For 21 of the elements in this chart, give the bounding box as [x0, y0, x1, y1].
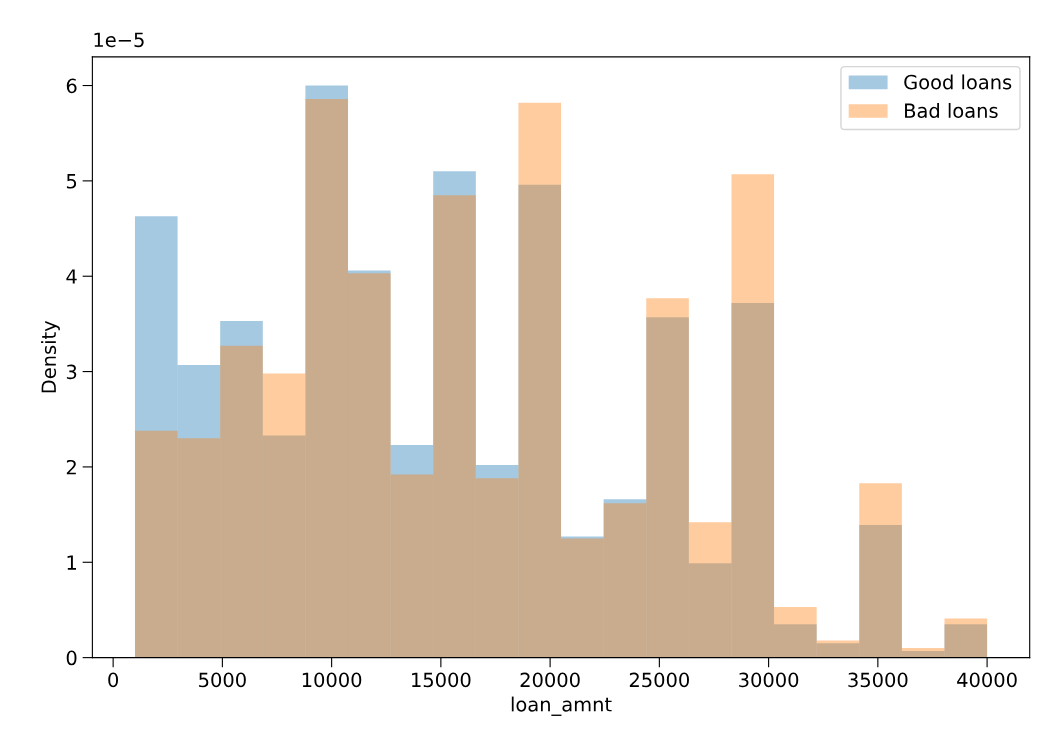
x-tick-label: 5000 [199, 672, 246, 688]
text: 1e−5 [94, 32, 144, 48]
y-axis-title: Density [41, 320, 60, 393]
x-tick-label: 0 [108, 672, 119, 688]
x-tick-label: 30000 [739, 672, 799, 688]
x-tick-label: 15000 [412, 672, 471, 688]
x-tick-label: 35000 [848, 672, 908, 688]
y-tick-label: 2 [66, 459, 76, 475]
legend-label: Bad loans [905, 102, 998, 119]
y-tick-label: 0 [66, 650, 77, 666]
y-tick-label: 6 [66, 78, 77, 94]
y-tick-label: 4 [66, 269, 77, 284]
x-tick-label: 25000 [629, 672, 689, 688]
y-tick-label: 5 [66, 174, 77, 189]
x-tick-label: 40000 [957, 672, 1017, 688]
legend-label: Good loans [904, 74, 1012, 90]
x-axis-title: loan_amnt [511, 696, 612, 716]
x-tick-label: 10000 [302, 672, 362, 688]
x-tick-label: 20000 [520, 672, 580, 688]
y-tick-label: 3 [66, 364, 77, 380]
y-tick-label: 1 [67, 555, 76, 570]
